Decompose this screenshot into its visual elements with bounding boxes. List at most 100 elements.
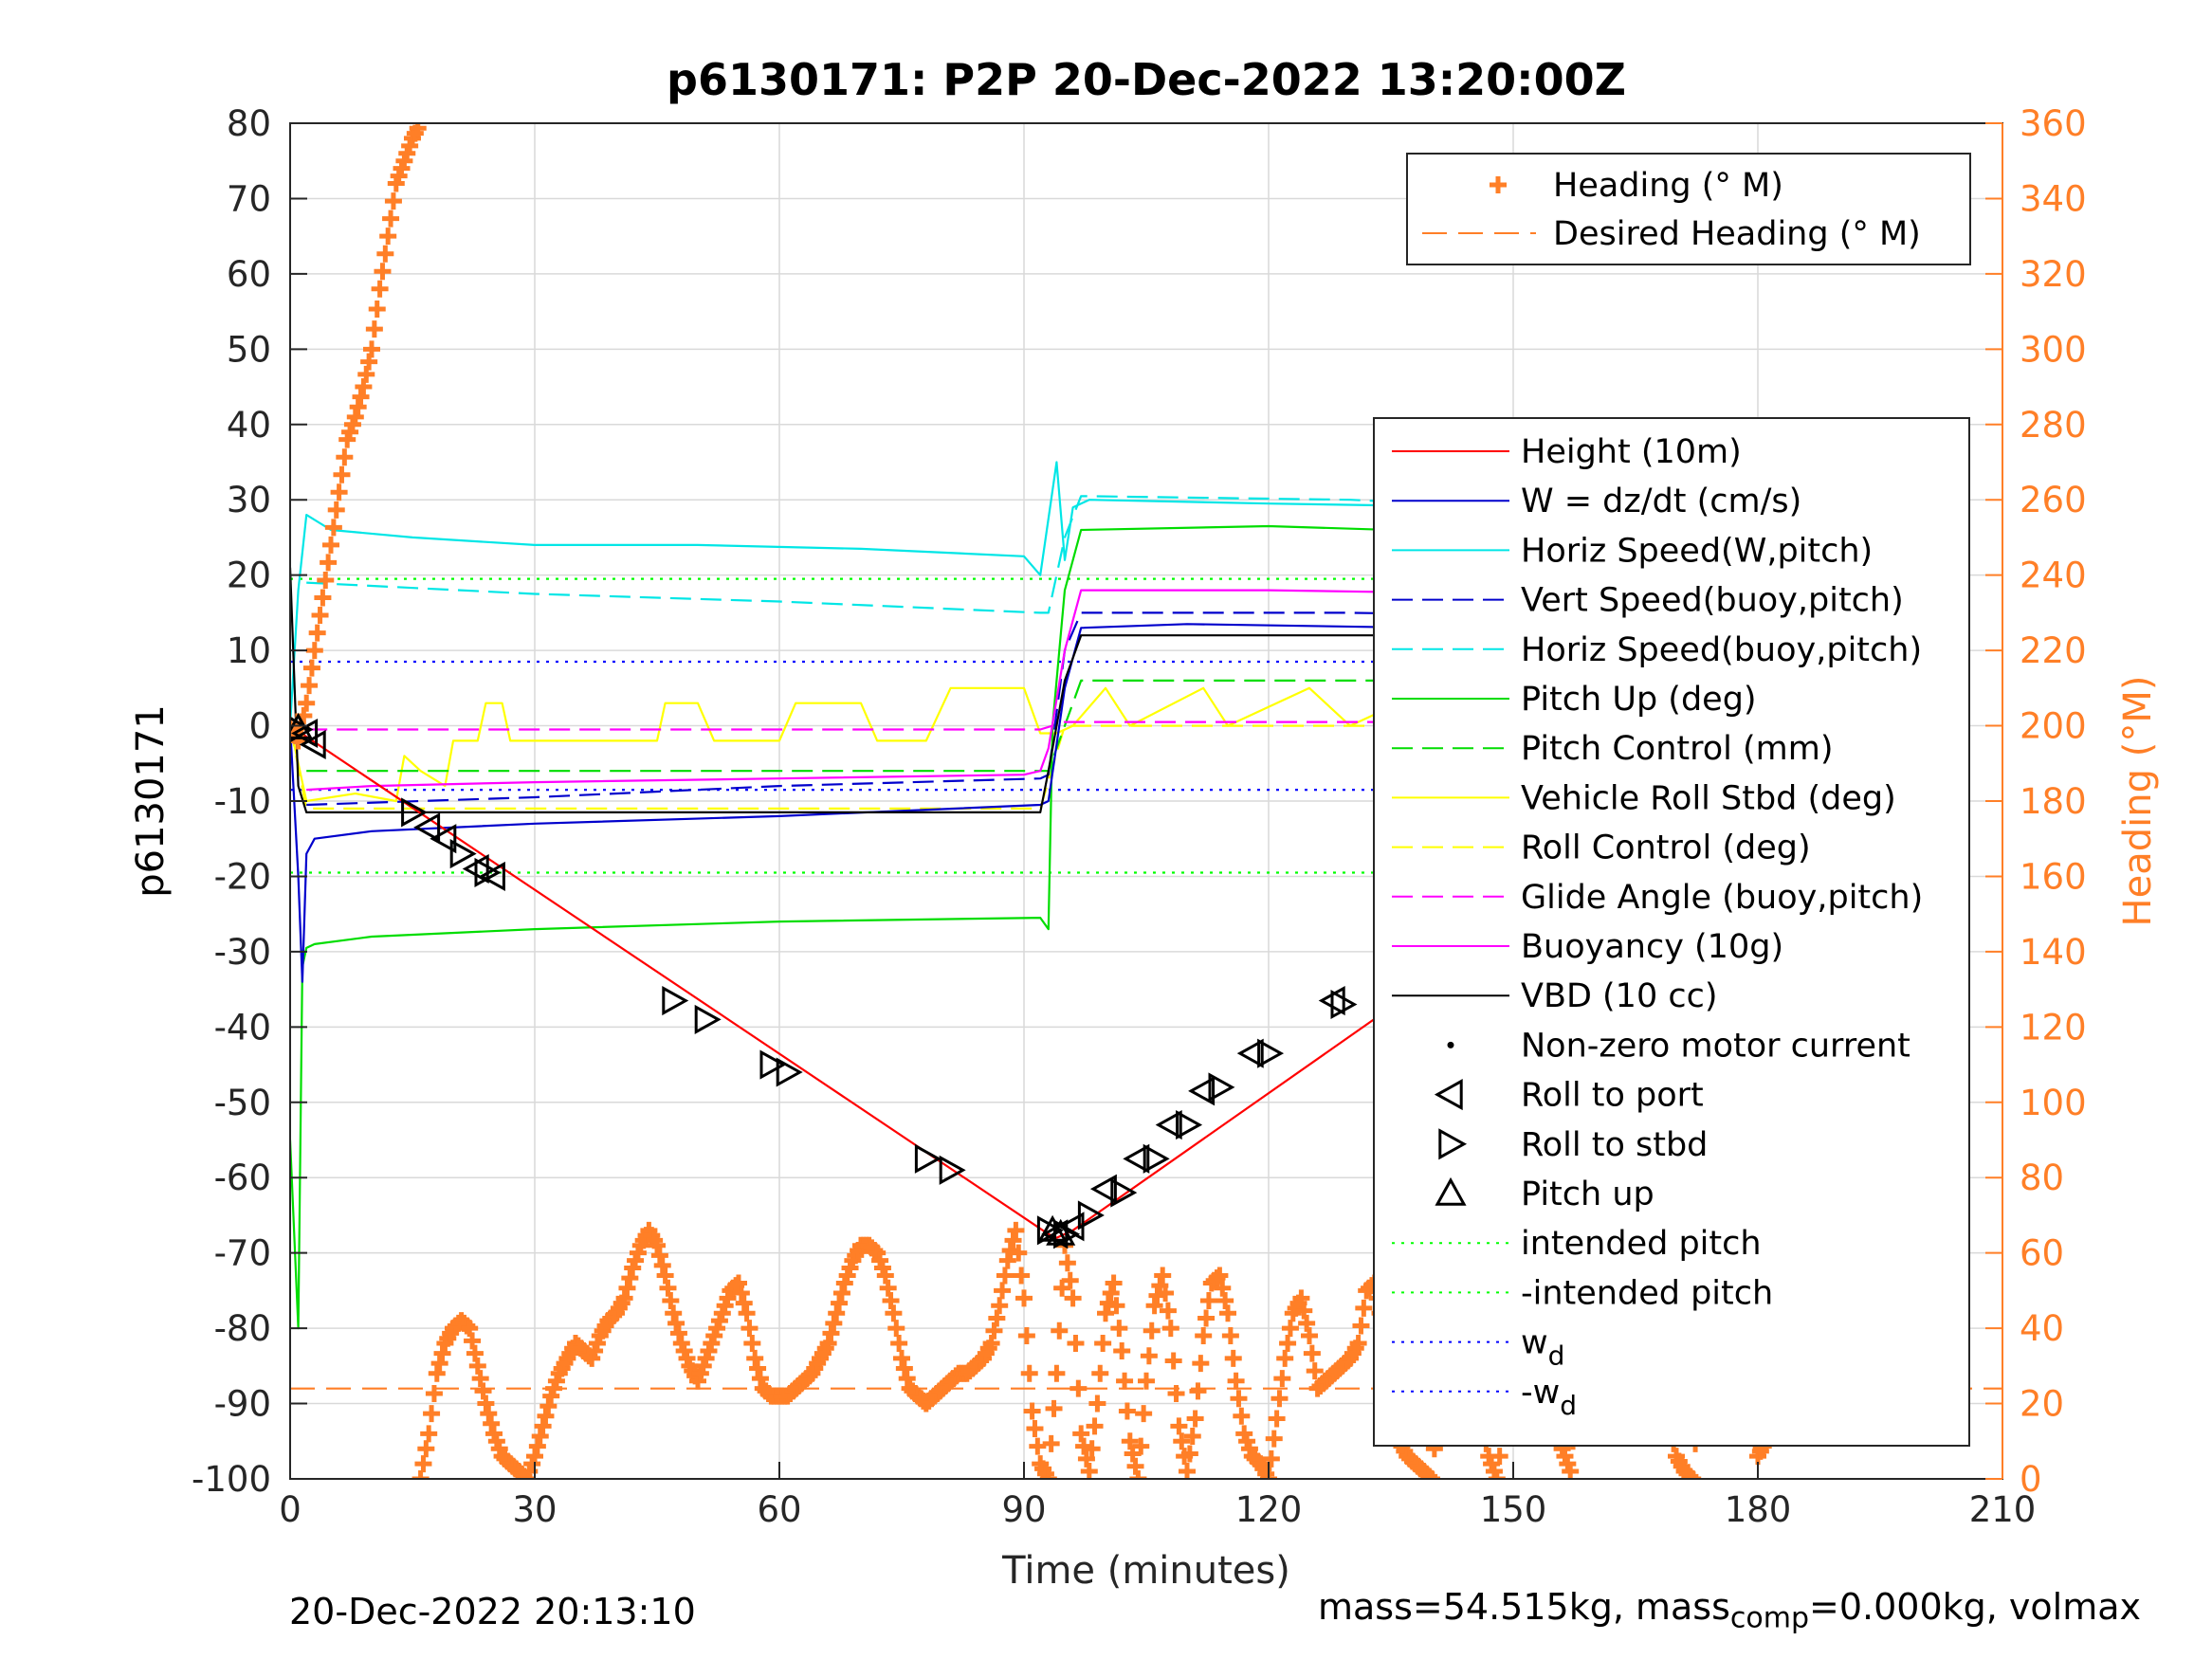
x-tick-label: 60 [757, 1489, 801, 1530]
heading-point [1268, 1410, 1286, 1428]
y2-tick-label: 140 [2020, 932, 2087, 973]
marker-roll-right [1330, 989, 1358, 1020]
heading-point [1183, 1427, 1201, 1445]
heading-point [732, 1285, 750, 1303]
heading-point [1069, 1379, 1088, 1397]
heading-point [1490, 1448, 1508, 1466]
heading-point [898, 1370, 916, 1388]
y-tick-label: 50 [227, 329, 271, 370]
heading-point [311, 607, 329, 625]
y2-tick-label: 300 [2020, 329, 2087, 370]
x-tick-label: 180 [1725, 1489, 1792, 1530]
y2-tick-label: 280 [2020, 405, 2087, 446]
y-tick-label: 80 [227, 103, 271, 144]
heading-point [423, 1405, 441, 1423]
heading-point [1208, 1269, 1226, 1287]
y-tick-label: -40 [214, 1007, 271, 1048]
marker-roll-right [914, 1143, 941, 1174]
heading-point [1681, 1468, 1699, 1479]
heading-point [1067, 1335, 1085, 1352]
y-tick-label: 10 [227, 630, 271, 671]
heading-point [433, 1344, 451, 1362]
y-tick-label: -80 [214, 1308, 271, 1349]
legend-label-sub: d [1548, 1340, 1565, 1372]
heading-point [1170, 1417, 1188, 1435]
x-tick-label: 150 [1480, 1489, 1547, 1530]
y-tick-label: -10 [214, 781, 271, 822]
y2-tick-label: 220 [2020, 630, 2087, 671]
heading-point [480, 1405, 498, 1423]
heading-point [1029, 1437, 1047, 1455]
heading-point [996, 1267, 1014, 1285]
heading-point [425, 1384, 443, 1402]
heading-point [1148, 1286, 1166, 1304]
heading-point [374, 263, 392, 281]
heading-point [1173, 1432, 1191, 1450]
marker-roll-left [430, 824, 457, 854]
heading-point [1257, 1465, 1275, 1479]
y-tick-label: -20 [214, 856, 271, 897]
heading-point [1281, 1320, 1299, 1338]
y-axis-label: p6130171 [129, 704, 173, 898]
heading-point [308, 624, 326, 642]
legend-heading-box [1406, 153, 1971, 265]
legend-heading-marker [1490, 176, 1507, 193]
heading-point [656, 1267, 674, 1285]
legend-label: Vert Speed(buoy,pitch) [1521, 582, 1904, 620]
y2-tick-label: 20 [2020, 1384, 2064, 1425]
heading-point [1051, 1322, 1069, 1340]
heading-point [1211, 1267, 1229, 1285]
y2-tick-label: 100 [2020, 1083, 2087, 1123]
marker-roll-left [299, 729, 326, 759]
heading-point [1105, 1274, 1123, 1292]
heading-point [1083, 1440, 1101, 1458]
heading-point [1091, 1364, 1109, 1382]
legend-label: Vehicle Roll Stbd (deg) [1521, 779, 1896, 817]
y-tick-label: 60 [227, 254, 271, 295]
y-tick-label: 20 [227, 556, 271, 596]
legend-main: Height (10m) W = dz/dt (cm/s) Horiz Speed(… [1373, 417, 1970, 1447]
marker-roll-up [1435, 1176, 1467, 1206]
heading-point [458, 1317, 476, 1335]
y-tick-label: -60 [214, 1158, 271, 1198]
heading-point [349, 398, 367, 416]
y2-tick-label: 260 [2020, 480, 2087, 520]
heading-point [1355, 1299, 1373, 1317]
marker-roll-right [1438, 1128, 1468, 1160]
heading-point [985, 1322, 1003, 1340]
marker-roll-right [1110, 1177, 1138, 1208]
x-tick-label: 120 [1235, 1489, 1303, 1530]
heading-point [1214, 1279, 1232, 1297]
heading-point [1058, 1254, 1076, 1272]
heading-point [991, 1297, 1009, 1315]
heading-point [1216, 1291, 1234, 1309]
heading-point [1219, 1304, 1236, 1322]
series-height-10m [290, 724, 1783, 1239]
heading-point [751, 1370, 769, 1388]
legend-label: Pitch up [1521, 1176, 1654, 1213]
heading-point [1077, 1449, 1095, 1468]
heading-point [1116, 1372, 1134, 1390]
marker-roll-left [1434, 1079, 1463, 1111]
legend-label: -intended pitch [1521, 1274, 1773, 1312]
heading-point [420, 1425, 438, 1443]
heading-point [371, 280, 389, 298]
series-buoyancy-10g [306, 589, 1782, 792]
y2-tick-label: 340 [2020, 178, 2087, 219]
heading-point [314, 589, 332, 607]
heading-point [327, 501, 345, 519]
heading-point [988, 1309, 1006, 1327]
heading-point [866, 1242, 884, 1260]
heading-point [537, 1407, 555, 1425]
heading-point [302, 659, 320, 677]
legend-label: Roll to stbd [1521, 1126, 1708, 1164]
legend-label: Pitch Control (mm) [1521, 730, 1833, 768]
heading-point [831, 1294, 849, 1312]
heading-point [1159, 1302, 1177, 1320]
marker-roll-left [1188, 1076, 1216, 1106]
legend-label: Height (10m) [1521, 433, 1742, 471]
heading-point [615, 1289, 633, 1307]
heading-point [1135, 1405, 1153, 1423]
heading-point [1017, 1327, 1035, 1345]
heading-point [417, 1440, 435, 1458]
